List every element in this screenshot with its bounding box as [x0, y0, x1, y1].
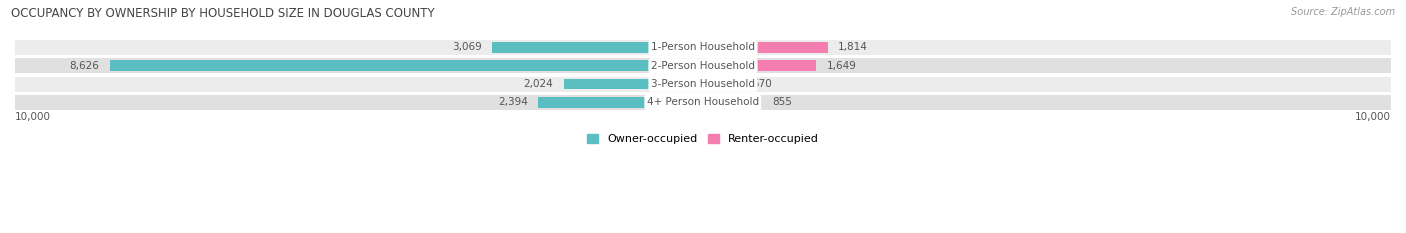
- Bar: [538, 97, 703, 108]
- Bar: [15, 58, 1391, 73]
- Text: 1,649: 1,649: [827, 61, 856, 71]
- Bar: [703, 79, 742, 89]
- Text: OCCUPANCY BY OWNERSHIP BY HOUSEHOLD SIZE IN DOUGLAS COUNTY: OCCUPANCY BY OWNERSHIP BY HOUSEHOLD SIZE…: [11, 7, 434, 20]
- Text: 1,814: 1,814: [838, 42, 868, 52]
- Bar: [703, 97, 762, 108]
- Text: 3-Person Household: 3-Person Household: [651, 79, 755, 89]
- Text: 8,626: 8,626: [69, 61, 100, 71]
- Text: Source: ZipAtlas.com: Source: ZipAtlas.com: [1291, 7, 1395, 17]
- Text: 855: 855: [772, 97, 792, 107]
- Text: 3,069: 3,069: [451, 42, 481, 52]
- Bar: [15, 40, 1391, 55]
- Bar: [564, 79, 703, 89]
- Text: 570: 570: [752, 79, 772, 89]
- Bar: [15, 95, 1391, 110]
- Text: 2,024: 2,024: [523, 79, 554, 89]
- Text: 2,394: 2,394: [498, 97, 529, 107]
- Text: 10,000: 10,000: [15, 112, 51, 122]
- Bar: [703, 61, 817, 71]
- Legend: Owner-occupied, Renter-occupied: Owner-occupied, Renter-occupied: [586, 134, 820, 144]
- Text: 1-Person Household: 1-Person Household: [651, 42, 755, 52]
- Text: 2-Person Household: 2-Person Household: [651, 61, 755, 71]
- Bar: [492, 42, 703, 53]
- Bar: [703, 42, 828, 53]
- Bar: [15, 77, 1391, 92]
- Text: 4+ Person Household: 4+ Person Household: [647, 97, 759, 107]
- Bar: [110, 61, 703, 71]
- Text: 10,000: 10,000: [1355, 112, 1391, 122]
